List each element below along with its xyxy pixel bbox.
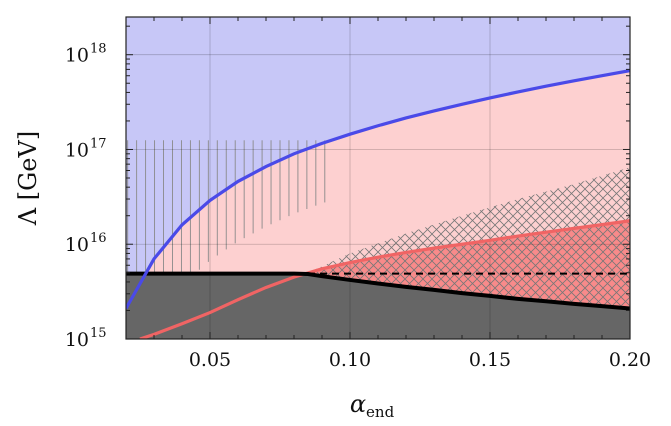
y-tick-exponent: 17	[90, 136, 107, 151]
y-tick-label: 10	[65, 234, 89, 256]
plot-frame	[125, 16, 631, 340]
x-tick-label: 0.20	[609, 349, 651, 371]
y-tick-label: 10	[65, 139, 89, 161]
x-tick-labels: 0.05 0.10 0.15 0.20	[189, 349, 651, 371]
red-curve	[139, 219, 630, 339]
x-tick-label: 0.15	[469, 349, 511, 371]
y-axis-label: Λ [GeV]	[14, 131, 42, 226]
y-tick-label: 10	[65, 45, 89, 67]
grid	[126, 17, 630, 339]
x-tick-label: 0.10	[329, 349, 371, 371]
gray-excluded-region	[126, 273, 630, 339]
x-axis-label: αend	[350, 390, 395, 421]
axis-ticks	[125, 17, 631, 340]
y-tick-exponent: 18	[90, 42, 107, 57]
y-tick-exponent: 15	[90, 326, 107, 341]
blue-curve	[126, 69, 630, 310]
blue-excluded-region	[126, 17, 630, 309]
black-curve	[126, 271, 630, 311]
plot-area	[126, 17, 630, 339]
y-tick-label: 10	[65, 329, 89, 351]
vertical-hatch-region	[127, 140, 326, 274]
x-tick-label: 0.05	[189, 349, 231, 371]
y-tick-exponent: 16	[90, 231, 107, 246]
